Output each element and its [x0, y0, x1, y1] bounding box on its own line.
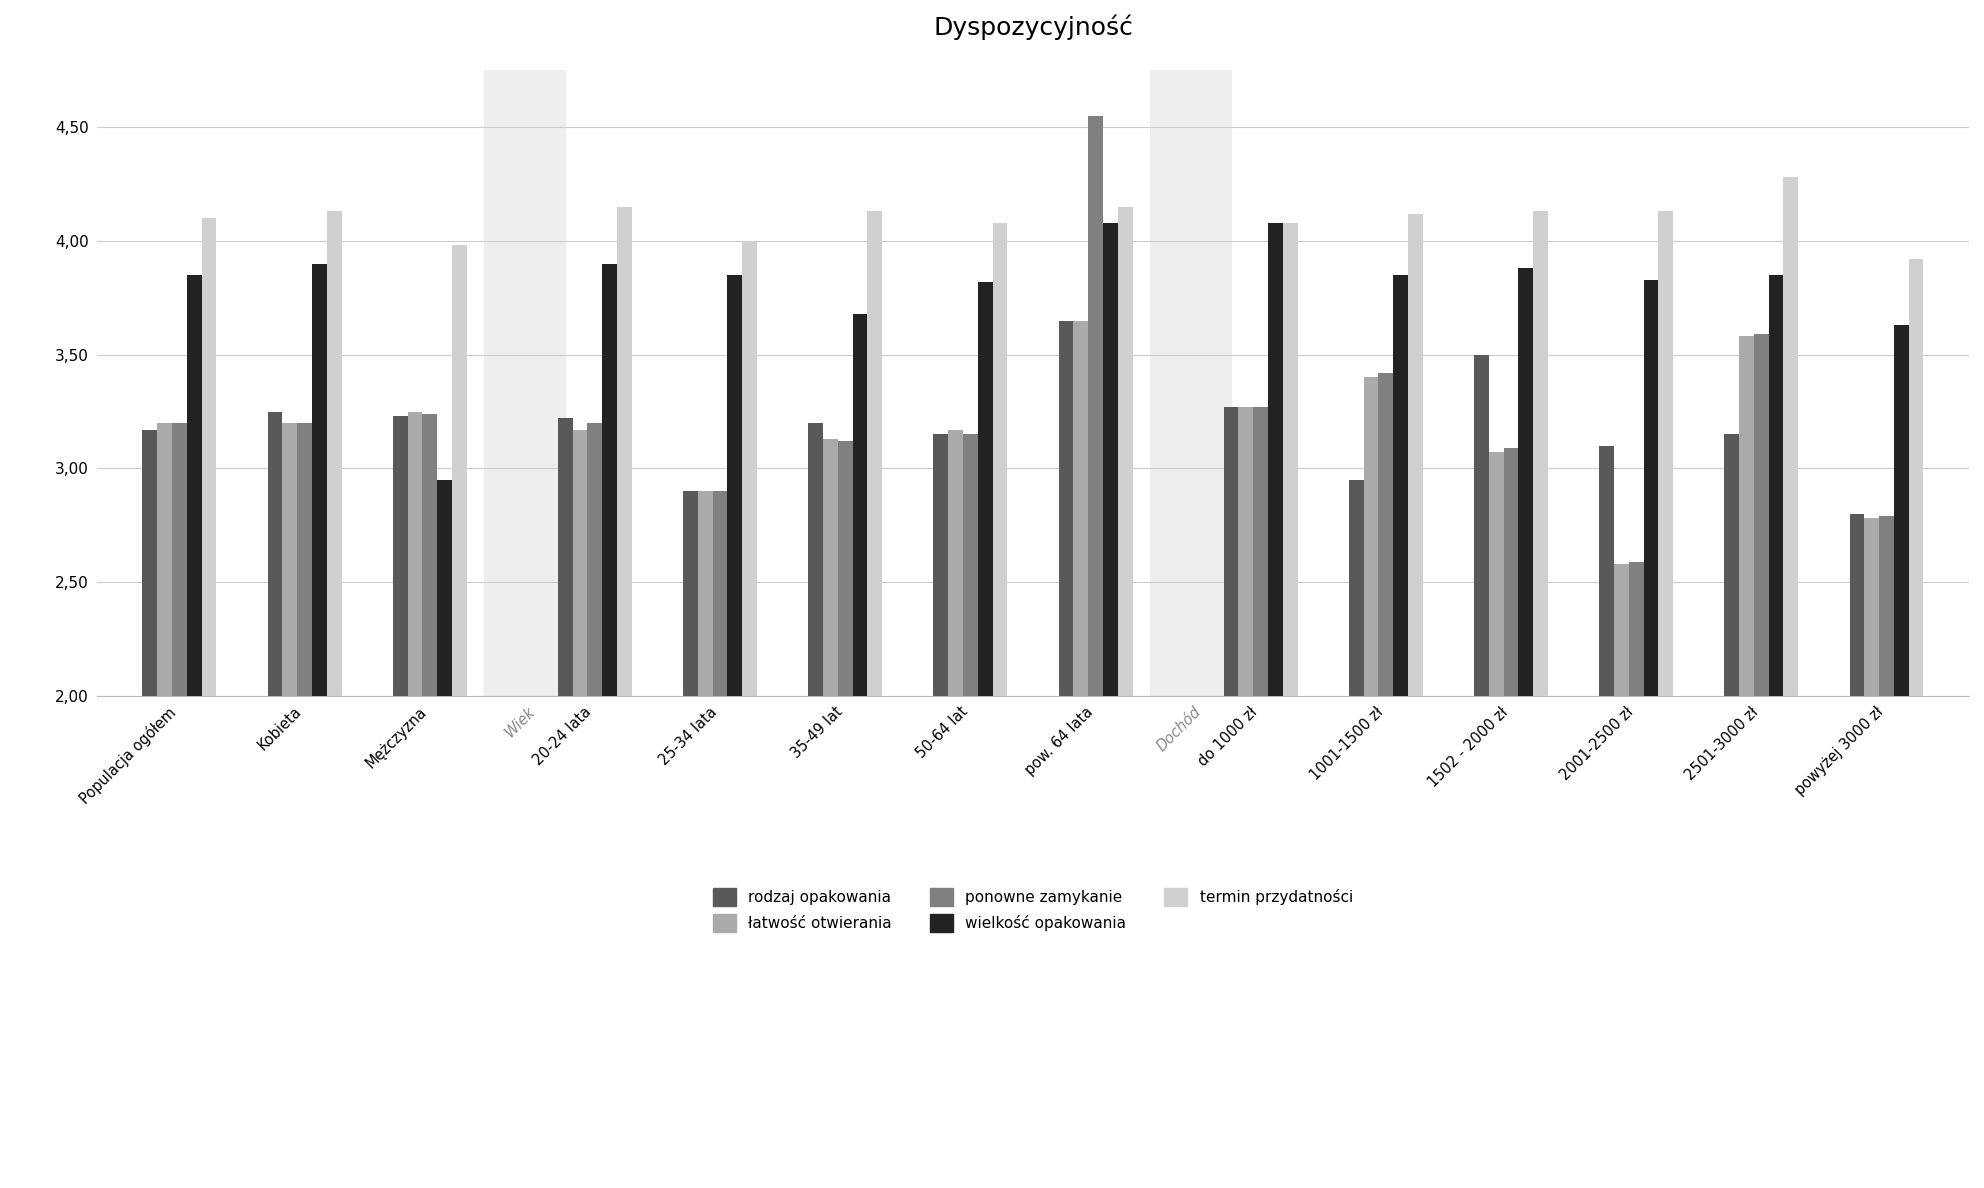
Bar [617, 207, 631, 696]
Bar [1073, 321, 1087, 696]
Bar [282, 423, 298, 696]
Bar [698, 491, 712, 696]
Bar [484, 70, 565, 696]
Bar [268, 411, 282, 696]
Bar [298, 423, 311, 696]
Bar [962, 435, 978, 696]
Bar [1784, 177, 1798, 696]
Bar [712, 491, 728, 696]
Bar [1409, 214, 1423, 696]
Bar [1349, 480, 1363, 696]
Bar [1268, 222, 1284, 696]
Bar [1768, 274, 1784, 696]
Bar [807, 423, 823, 696]
Bar [327, 211, 341, 696]
Bar [393, 416, 407, 696]
Bar [1613, 564, 1629, 696]
Bar [1724, 435, 1740, 696]
Bar [742, 241, 758, 696]
Bar [837, 441, 853, 696]
Bar [1629, 562, 1643, 696]
Bar [992, 222, 1008, 696]
Bar [173, 423, 186, 696]
Bar [932, 435, 948, 696]
Bar [948, 430, 962, 696]
Bar [407, 411, 423, 696]
Bar [823, 438, 837, 696]
Bar [1518, 268, 1534, 696]
Bar [728, 274, 742, 696]
Bar [1754, 334, 1768, 696]
Bar [853, 314, 867, 696]
Bar [1504, 448, 1518, 696]
Bar [682, 491, 698, 696]
Bar [1117, 207, 1133, 696]
Bar [1284, 222, 1298, 696]
Bar [1238, 407, 1254, 696]
Bar [1865, 518, 1879, 696]
Bar [1909, 259, 1922, 696]
Bar [587, 423, 603, 696]
Bar [143, 430, 157, 696]
Bar [1103, 222, 1117, 696]
Legend: rodzaj opakowania, łatwość otwierania, ponowne zamykanie, wielkość opakowania, t: rodzaj opakowania, łatwość otwierania, p… [706, 881, 1359, 939]
Bar [1474, 355, 1488, 696]
Bar [1393, 274, 1409, 696]
Bar [1879, 516, 1895, 696]
Bar [1599, 446, 1613, 696]
Bar [1224, 407, 1238, 696]
Title: Dyspozycyjność: Dyspozycyjność [932, 15, 1133, 40]
Bar [186, 274, 202, 696]
Bar [978, 282, 992, 696]
Bar [1363, 378, 1379, 696]
Bar [452, 246, 466, 696]
Bar [1895, 326, 1909, 696]
Bar [1379, 373, 1393, 696]
Bar [1059, 321, 1073, 696]
Bar [157, 423, 173, 696]
Bar [558, 418, 573, 696]
Bar [423, 413, 436, 696]
Bar [1534, 211, 1548, 696]
Bar [1740, 336, 1754, 696]
Bar [1659, 211, 1673, 696]
Bar [603, 264, 617, 696]
Bar [311, 264, 327, 696]
Bar [867, 211, 883, 696]
Bar [1149, 70, 1232, 696]
Bar [1254, 407, 1268, 696]
Bar [1087, 115, 1103, 696]
Bar [1488, 453, 1504, 696]
Bar [1643, 279, 1659, 696]
Bar [202, 219, 216, 696]
Bar [573, 430, 587, 696]
Bar [436, 480, 452, 696]
Bar [1849, 514, 1865, 696]
